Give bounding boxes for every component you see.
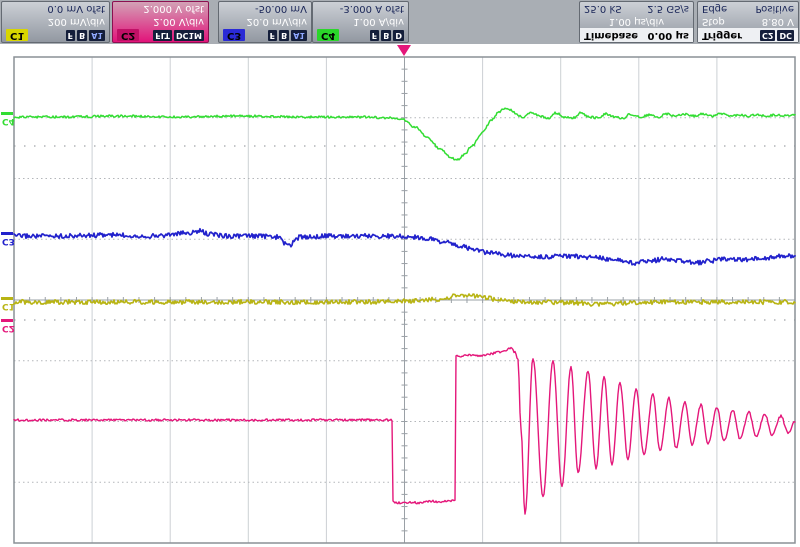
c3-offset-readout: -50.00 mV	[255, 2, 307, 14]
c1-badge-a1: A1	[89, 29, 105, 41]
zero-marker-c3[interactable]	[1, 232, 13, 235]
c3-badge-b: B	[279, 29, 290, 41]
trigger-time-marker-icon[interactable]	[397, 45, 411, 56]
zero-marker-c4[interactable]	[1, 112, 13, 115]
acquisition-mode: Stop	[702, 15, 725, 27]
status-bar: 0.0 mV ofst 200 mV/div C1 F B A1 2.000 V…	[0, 0, 800, 44]
time-per-div: 1.00 µs/div	[608, 15, 665, 27]
zero-marker-label-c4: C4	[2, 116, 15, 126]
c4-offset-readout: -3.000 A ofst	[339, 2, 404, 14]
c2-vdiv-readout: 2.00 V/div	[153, 15, 204, 27]
c1-offset-readout: 0.0 mV ofst	[47, 2, 105, 14]
sample-rate: 2.5 GS/s	[647, 2, 689, 14]
sample-count: 25.0 kS	[584, 2, 622, 14]
trigger-slope: Positive	[755, 2, 794, 14]
c4-badge-b: B	[381, 29, 392, 41]
channel-descriptor-c3[interactable]: -50.00 mV 20.0 mV/div C3 F B A1	[218, 1, 312, 43]
zero-marker-c2[interactable]	[1, 319, 13, 322]
c3-channel-label[interactable]: C3	[223, 29, 246, 42]
c2-badge-coupling: DC1M	[173, 29, 204, 41]
traces	[13, 107, 796, 515]
zero-marker-c1[interactable]	[1, 297, 13, 300]
c3-badge-a1: A1	[291, 29, 307, 41]
trigger-delay: 0.00 µs	[647, 29, 689, 41]
trigger-box[interactable]: Edge Positive Stop 8.80 V Trigger C2 DC	[697, 1, 799, 43]
c2-channel-label[interactable]: C2	[117, 29, 140, 42]
timebase-box[interactable]: 25.0 kS 2.5 GS/s 1.00 µs/div Timebase 0.…	[579, 1, 694, 43]
c4-channel-label[interactable]: C4	[317, 29, 340, 42]
channel-descriptor-c4[interactable]: -3.000 A ofst 1.00 A/div C4 F B D	[312, 1, 409, 43]
channel-descriptor-c2-selected[interactable]: 2.000 V ofst 2.00 V/div C2 FLT DC1M	[112, 1, 209, 43]
timebase-title: Timebase	[584, 29, 639, 41]
trigger-type: Edge	[702, 2, 728, 14]
c4-badge-f: F	[369, 29, 380, 41]
c1-vdiv-readout: 200 mV/div	[47, 15, 105, 27]
zero-marker-label-c3: C3	[2, 236, 15, 246]
trace-c2[interactable]	[13, 346, 796, 515]
zero-marker-label-c2: C2	[2, 323, 15, 333]
c4-vdiv-readout: 1.00 A/div	[353, 15, 404, 27]
trigger-title: Trigger	[702, 29, 743, 41]
c3-badge-f: F	[267, 29, 278, 41]
trace-c1[interactable]	[13, 293, 796, 307]
trigger-level: 8.80 V	[761, 15, 794, 27]
c2-badge-flt: FLT	[153, 29, 172, 41]
c2-offset-readout: 2.000 V ofst	[143, 2, 204, 14]
c1-badge-f: F	[65, 29, 76, 41]
trigger-coupling-badge: DC	[777, 29, 794, 41]
c3-vdiv-readout: 20.0 mV/div	[246, 15, 307, 27]
channel-descriptor-c1[interactable]: 0.0 mV ofst 200 mV/div C1 F B A1	[1, 1, 110, 43]
zero-marker-label-c1: C1	[2, 301, 15, 311]
c4-badge-d: D	[393, 29, 404, 41]
trace-c3[interactable]	[13, 227, 796, 266]
c1-badge-b: B	[77, 29, 88, 41]
graticule-border	[13, 56, 796, 544]
trigger-source-badge: C2	[760, 29, 776, 41]
c1-channel-label[interactable]: C1	[6, 29, 29, 42]
trace-c4[interactable]	[13, 107, 796, 161]
